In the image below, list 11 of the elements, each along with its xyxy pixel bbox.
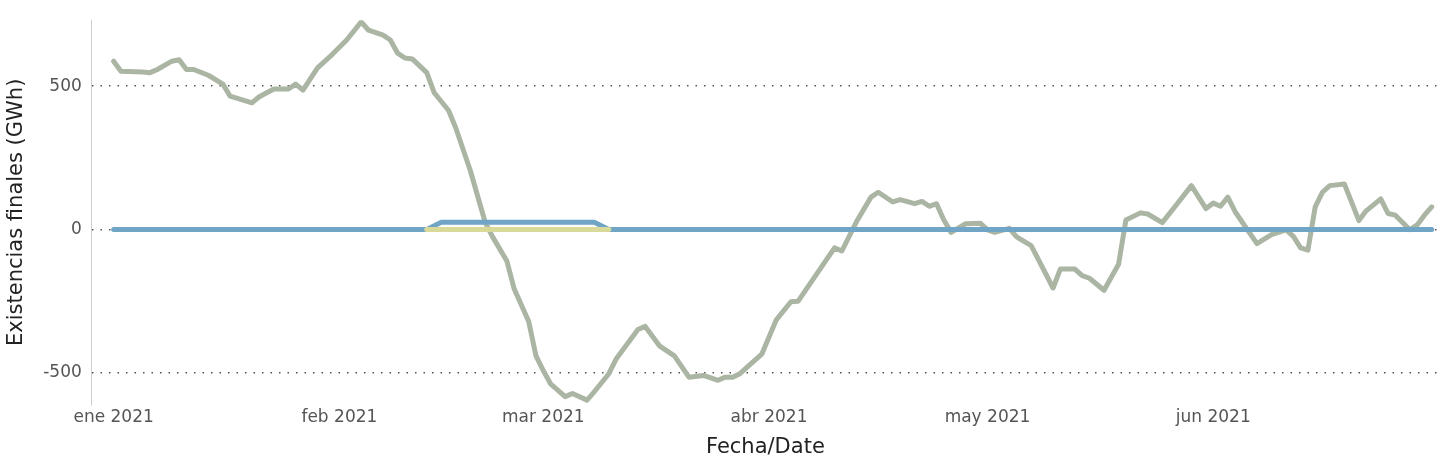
x-tick-label: ene 2021 — [73, 406, 154, 427]
x-tick-label: jun 2021 — [1174, 406, 1251, 427]
y-tick-label: 500 — [49, 74, 82, 95]
x-axis-title: Fecha/Date — [705, 433, 825, 458]
y-tick-label: -500 — [43, 361, 82, 382]
x-tick-label: feb 2021 — [301, 406, 378, 427]
y-tick-label: 0 — [70, 217, 82, 238]
x-tick-label: mar 2021 — [501, 406, 585, 427]
x-tick-label: abr 2021 — [730, 406, 808, 427]
x-tick-label: may 2021 — [944, 406, 1031, 427]
y-axis-title: Existencias finales (GWh) — [3, 78, 28, 346]
